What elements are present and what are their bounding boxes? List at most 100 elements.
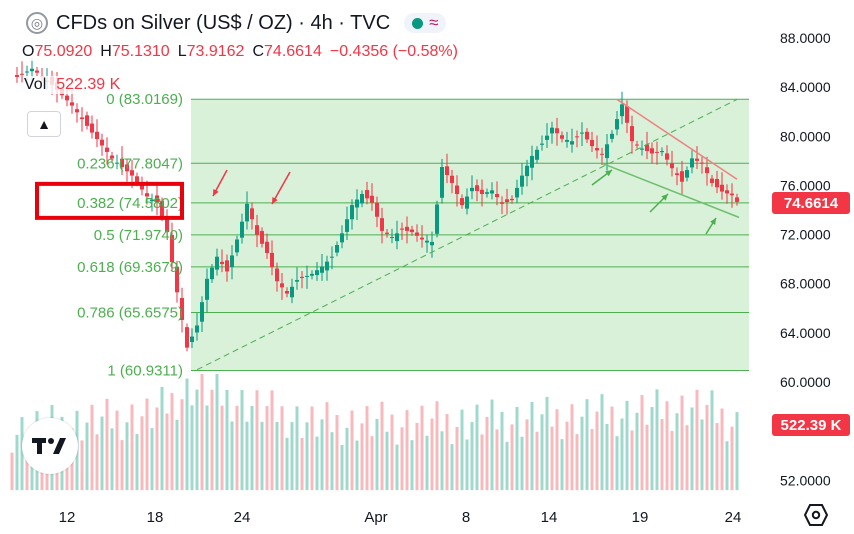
volume-bar	[240, 390, 244, 491]
settings-button[interactable]	[802, 502, 830, 528]
volume-bar	[125, 422, 129, 491]
volume-bar	[710, 390, 714, 491]
fib-level-label: 0.618 (69.3679)	[77, 259, 183, 276]
volume-bar	[345, 427, 349, 491]
candle-body	[370, 195, 374, 203]
volume-bar	[150, 428, 154, 491]
fib-level-label: 1 (60.9311)	[107, 363, 183, 380]
volume-bar	[315, 436, 319, 491]
candle-body	[300, 276, 304, 278]
candle-body	[265, 241, 269, 253]
volume-label: Vol	[24, 76, 47, 93]
volume-bar	[190, 405, 194, 491]
candle-body	[460, 198, 464, 206]
x-axis[interactable]: 12 18 24 Apr 8 14 19 24	[59, 509, 742, 526]
volume-bar	[205, 405, 209, 491]
volume-bar	[545, 396, 549, 491]
high-value: 75.1310	[111, 43, 170, 60]
candle-body	[430, 241, 434, 246]
candle-body	[625, 106, 629, 123]
volume-bar	[460, 409, 464, 491]
volume-bar	[220, 405, 224, 491]
candle-body	[530, 155, 534, 168]
volume-bar	[380, 401, 384, 491]
candle-body	[590, 140, 594, 147]
volume-bar	[425, 435, 429, 491]
volume-bar	[390, 414, 394, 491]
symbol-title-row[interactable]: ◎ CFDs on Silver (US$ / OZ) · 4h · TVC ≈	[26, 9, 453, 37]
fib-level-label: 0.236 (77.8047)	[77, 155, 183, 172]
tradingview-logo-icon[interactable]	[22, 418, 78, 474]
candle-body	[195, 325, 199, 333]
candle-body	[315, 270, 319, 275]
candle-body	[495, 193, 499, 198]
candle-body	[610, 133, 614, 139]
close-value: 74.6614	[264, 43, 322, 60]
volume-bar	[255, 390, 259, 491]
candle-body	[395, 233, 399, 242]
candle-body	[350, 205, 354, 220]
volume-bar	[590, 429, 594, 491]
candle-body	[80, 117, 84, 120]
volume-bar	[690, 407, 694, 491]
candle-body	[510, 198, 514, 201]
candle-body	[70, 102, 74, 106]
volume-bar	[10, 452, 14, 491]
volume-value: 522.39 K	[56, 76, 121, 93]
highlight-rectangle	[35, 181, 184, 220]
candle-body	[125, 164, 129, 172]
volume-bar	[515, 406, 519, 491]
volume-bar	[570, 404, 574, 491]
volume-bar	[350, 410, 354, 491]
volume-bar	[660, 418, 664, 491]
volume-bar	[495, 429, 499, 491]
candle-body	[180, 298, 184, 320]
candle-body	[305, 275, 309, 277]
candle-body	[25, 71, 29, 73]
fib-level-label: 0.382 (74.5802)	[77, 195, 183, 212]
y-axis-tick-label: 84.0000	[780, 79, 831, 95]
volume-bar	[135, 434, 139, 491]
candle-body	[110, 155, 114, 159]
volume-bar	[520, 436, 524, 491]
symbol-icon: ◎	[26, 12, 48, 34]
volume-bar	[210, 389, 214, 491]
candle-body	[390, 237, 394, 239]
candle-body	[485, 192, 489, 194]
candle-body	[655, 151, 659, 153]
y-axis[interactable]: 88.0000 84.0000 80.0000 76.0000 72.0000 68.00…	[780, 30, 831, 488]
volume-bar	[610, 406, 614, 491]
volume-bar	[180, 399, 184, 491]
volume-bar	[215, 374, 219, 491]
y-axis-tick-label: 60.0000	[780, 374, 831, 390]
low-label: L	[177, 43, 187, 60]
candle-body	[435, 204, 439, 234]
candle-body	[220, 261, 224, 265]
collapse-legend-button[interactable]: ▲	[27, 111, 61, 137]
candle-body	[65, 95, 69, 101]
candle-body	[330, 256, 334, 258]
volume-bar	[245, 421, 249, 491]
volume-bar	[445, 414, 449, 491]
green-arrow-1-head	[605, 170, 612, 177]
candle-body	[490, 190, 494, 194]
volume-bar	[560, 439, 564, 491]
volume-bar	[90, 404, 94, 491]
symbol-title[interactable]: CFDs on Silver (US$ / OZ) · 4h · TVC	[56, 11, 391, 34]
x-axis-tick-label: 14	[541, 509, 558, 526]
candle-body	[470, 187, 474, 192]
volume-bar	[420, 405, 424, 491]
volume-bar	[455, 426, 459, 491]
candle-body	[15, 75, 19, 78]
volume-tag: 522.39 K	[772, 414, 850, 436]
status-pills[interactable]: ≈	[404, 13, 447, 33]
volume-bar	[230, 421, 234, 491]
candle-body	[290, 286, 294, 298]
candles	[15, 58, 739, 352]
volume-bar	[410, 440, 414, 491]
candle-body	[240, 221, 244, 238]
candle-body	[320, 266, 324, 273]
volume-bar	[235, 405, 239, 491]
candle-body	[135, 176, 139, 183]
candle-body	[450, 175, 454, 183]
